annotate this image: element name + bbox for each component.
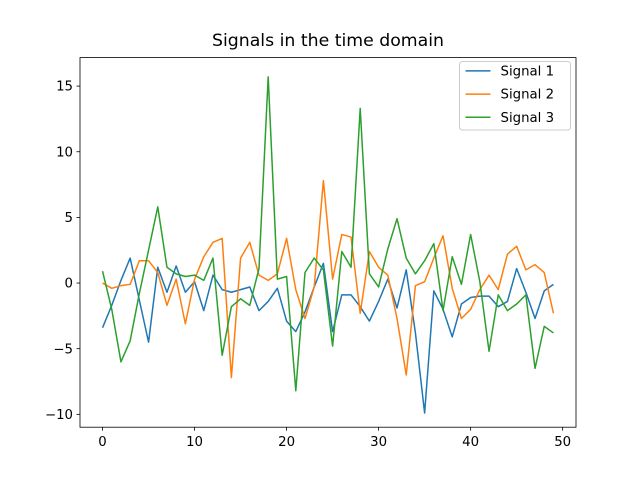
legend-label: Signal 1 [501,65,555,80]
legend-box [459,61,571,131]
x-tick-label: 10 [186,435,203,450]
x-tick-label: 20 [278,435,295,450]
y-tick-label: 0 [65,277,73,292]
axes-frame [79,57,577,428]
x-tick-label: 0 [98,435,106,450]
legend-label: Signal 3 [501,111,555,126]
signal-1-line [101,257,554,414]
x-tick-label: 30 [370,435,387,450]
signal-2-line [102,179,555,379]
x-tick-label: 40 [462,435,479,450]
legend-label: Signal 2 [501,88,555,103]
signal-3-line [101,76,554,392]
y-tick-label: 15 [56,80,73,95]
y-tick-label: 5 [65,211,73,226]
y-tick-label: −10 [45,408,73,423]
chart-title: Signals in the time domain [212,31,444,51]
y-tick-label: −5 [53,342,73,357]
x-tick-label: 50 [554,435,571,450]
y-tick-label: 10 [56,145,73,160]
